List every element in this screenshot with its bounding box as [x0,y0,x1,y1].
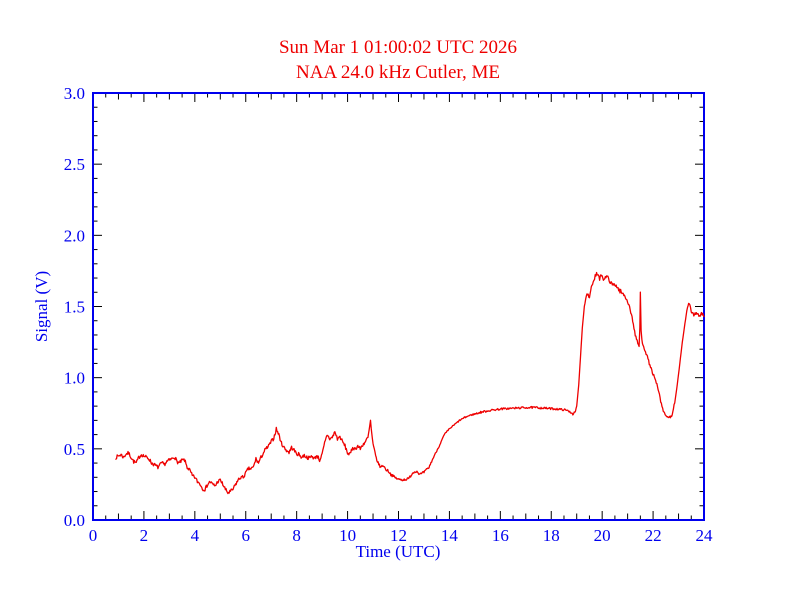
x-tick-label: 6 [242,526,251,545]
y-tick-label: 1.5 [64,298,85,317]
plot-frame [92,92,705,521]
x-tick-label: 8 [292,526,301,545]
y-tick-label: 2.5 [64,155,85,174]
y-tick-label: 1.0 [64,369,85,388]
x-tick-label: 14 [441,526,459,545]
x-tick-label: 4 [191,526,200,545]
x-tick-label: 16 [492,526,509,545]
y-tick-label: 2.0 [64,226,85,245]
x-tick-label: 24 [696,526,714,545]
signal-trace [115,271,705,495]
axis-tick-labels: 0 2 4 6 8 10 12 14 16 18 20 22 240.00.51.01.52.02.53… [64,84,713,545]
x-tick-label: 12 [390,526,407,545]
x-tick-label: 18 [543,526,560,545]
x-axis-label: Time (UTC) [356,542,441,561]
x-tick-label: 0 [89,526,98,545]
axis-ticks [92,92,705,521]
y-tick-label: 0.5 [64,440,85,459]
chart-subtitle: NAA 24.0 kHz Cutler, ME [296,62,500,83]
y-axis-label: Signal (V) [32,271,51,342]
chart-title: Sun Mar 1 01:00:02 UTC 2026 [279,37,517,58]
y-tick-label: 3.0 [64,84,85,103]
x-tick-label: 20 [594,526,611,545]
x-tick-label: 22 [645,526,662,545]
y-tick-label: 0.0 [64,511,85,530]
x-tick-label: 2 [140,526,149,545]
x-tick-label: 10 [339,526,356,545]
